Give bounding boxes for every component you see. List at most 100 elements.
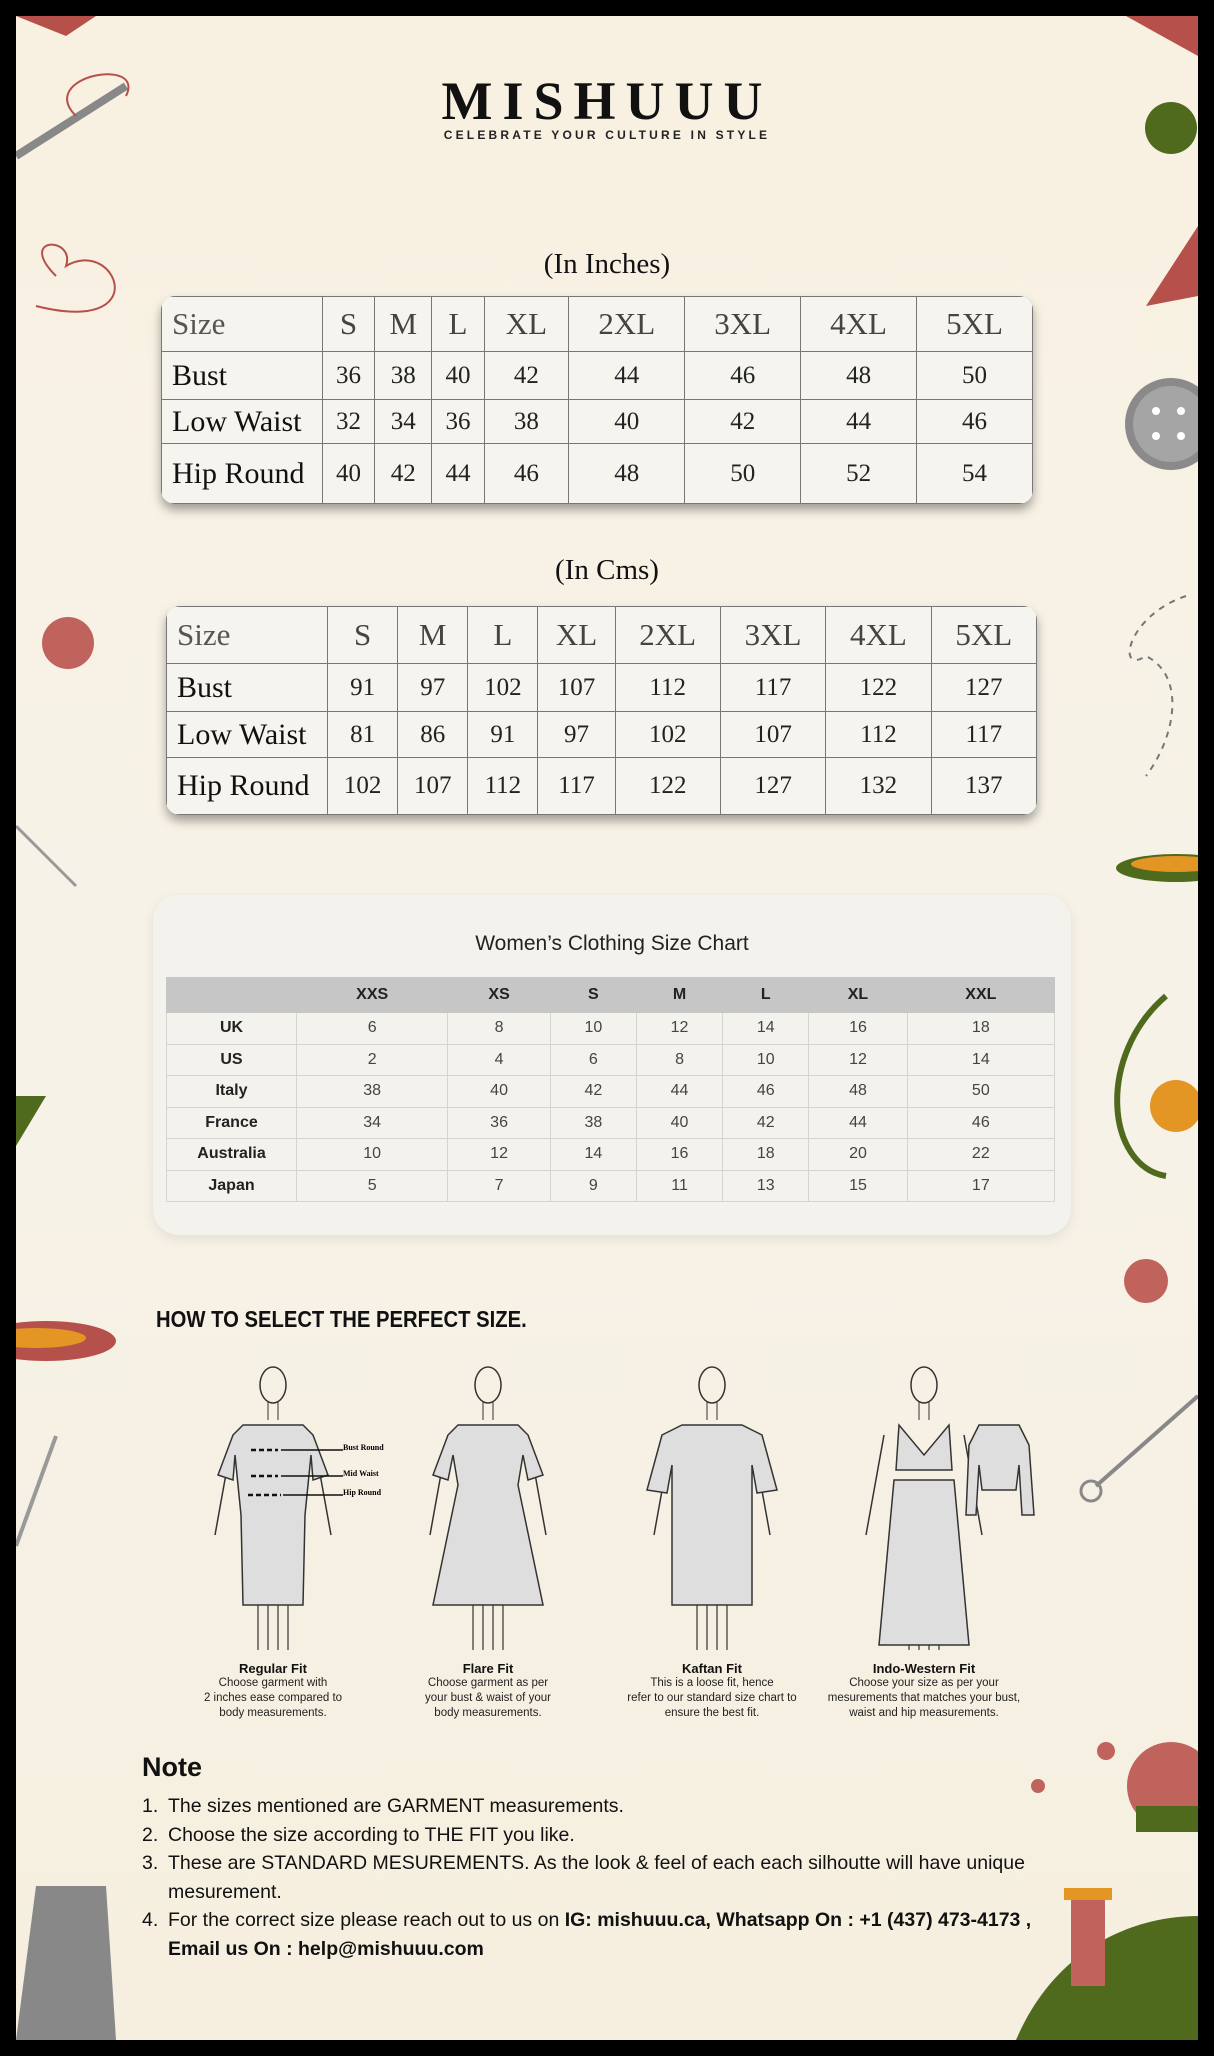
column-header: 4XL xyxy=(825,606,932,664)
note-number: 3. xyxy=(142,1852,159,1874)
column-header: Size xyxy=(166,606,328,664)
column-header: 4XL xyxy=(800,296,918,352)
row-label: Low Waist xyxy=(166,711,328,758)
fit-figure-indo-western-fit: Indo-Western Fit Choose your size as per … xyxy=(804,1360,1044,1721)
table-cell: 40 xyxy=(431,351,485,400)
table-cell: 36 xyxy=(321,351,376,400)
fit-figure-flare-fit: Flare Fit Choose garment as per your bust … xyxy=(368,1360,608,1721)
table-cell: 44 xyxy=(808,1106,908,1139)
table-row: Hip Round 102 107 112 117 122 127 132 137 xyxy=(166,757,1037,815)
column-header: L xyxy=(467,606,539,664)
fit-figure-kaftan-fit: Kaftan Fit This is a loose fit, hence refe… xyxy=(592,1360,832,1721)
table-cell: 117 xyxy=(537,757,616,815)
row-label: Hip Round xyxy=(161,443,323,504)
row-label: France xyxy=(166,1106,297,1139)
column-header: S xyxy=(321,296,376,352)
table-cell: 122 xyxy=(614,757,721,815)
table-cell: 81 xyxy=(326,711,399,758)
table-cell: 46 xyxy=(483,443,570,504)
table-cell: 36 xyxy=(431,399,485,444)
note-item: 3. These are STANDARD MESUREMENTS. As the… xyxy=(142,1849,1042,1906)
note-text-wrap: These are STANDARD MESUREMENTS. As the l… xyxy=(168,1849,1042,1906)
inches-size-table: Size S M L XL 2XL 3XL 4XL 5XL Bust 36 38 40 42 44 46 48 5… xyxy=(161,296,1033,504)
column-header: 2XL xyxy=(614,606,721,664)
note-text: These are STANDARD MESUREMENTS. As the l… xyxy=(168,1852,1025,1903)
column-header: 2XL xyxy=(568,296,686,352)
table-cell: 91 xyxy=(326,663,399,712)
table-cell: 127 xyxy=(719,757,827,815)
table-cell: 6 xyxy=(549,1043,637,1076)
inches-caption: (In Inches) xyxy=(543,248,671,280)
table-cell: 46 xyxy=(722,1075,810,1108)
table-cell: 20 xyxy=(808,1138,908,1171)
table-cell: 22 xyxy=(906,1138,1056,1171)
row-label: Bust xyxy=(161,351,323,400)
table-row: Bust 36 38 40 42 44 46 48 50 xyxy=(161,351,1033,400)
table-row: US 2 4 6 8 10 12 14 xyxy=(166,1043,1056,1076)
table-cell: 8 xyxy=(447,1012,551,1045)
waist-measure-label: Mid Waist xyxy=(343,1469,379,1478)
table-cell: 11 xyxy=(635,1169,724,1202)
fit-description-line: your bust & waist of your xyxy=(425,1692,551,1704)
column-header: 5XL xyxy=(930,606,1037,664)
note-number: 1. xyxy=(142,1795,159,1817)
fit-title: Kaftan Fit xyxy=(682,1661,742,1676)
table-cell: 36 xyxy=(447,1106,551,1139)
table-cell: 18 xyxy=(722,1138,810,1171)
table-cell: 44 xyxy=(800,399,918,444)
cms-caption: (In Cms) xyxy=(555,554,659,586)
table-cell: 122 xyxy=(825,663,932,712)
table-cell: 48 xyxy=(800,351,918,400)
column-header: L xyxy=(431,296,485,352)
table-cell: 12 xyxy=(447,1138,551,1171)
table-cell: 48 xyxy=(808,1075,908,1108)
womens-size-table: XXS XS S M L XL XXL UK 6 8 10 12 14 16 18 US 2 4 6 8 10 12 14 I… xyxy=(166,977,1056,1202)
row-label: US xyxy=(166,1043,297,1076)
table-cell: 32 xyxy=(321,399,376,444)
womens-size-chart-card: Women’s Clothing Size Chart XXS XS S M L XL XX… xyxy=(153,895,1071,1235)
dress-silhouette-icon xyxy=(646,1366,778,1650)
column-header: 3XL xyxy=(719,606,827,664)
table-row: Italy 38 40 42 44 46 48 50 xyxy=(166,1075,1056,1108)
table-row: UK 6 8 10 12 14 16 18 xyxy=(166,1012,1056,1045)
fit-description-line: body measurements. xyxy=(434,1707,542,1719)
note-number: 2. xyxy=(142,1823,159,1846)
table-cell: 46 xyxy=(906,1106,1056,1139)
table-cell: 117 xyxy=(719,663,827,712)
row-label: Australia xyxy=(166,1138,297,1171)
table-cell: 97 xyxy=(397,663,469,712)
table-cell: 42 xyxy=(684,399,802,444)
table-cell: 17 xyxy=(906,1169,1056,1202)
table-cell: 52 xyxy=(800,443,918,504)
row-label: Japan xyxy=(166,1169,297,1202)
fit-description-line: This is a loose fit, hence xyxy=(650,1677,774,1689)
table-cell: 97 xyxy=(537,711,616,758)
note-text: Choose the size according to THE FIT you… xyxy=(168,1823,575,1846)
table-cell: 34 xyxy=(374,399,433,444)
column-header: XS xyxy=(447,977,551,1013)
column-header: XXS xyxy=(295,977,449,1013)
table-cell: 50 xyxy=(906,1075,1056,1108)
table-cell: 13 xyxy=(722,1169,810,1202)
table-cell: 8 xyxy=(635,1043,724,1076)
column-header: 3XL xyxy=(684,296,802,352)
fit-title: Indo-Western Fit xyxy=(872,1661,976,1676)
table-cell: 7 xyxy=(447,1169,551,1202)
fit-description-line: mesurements that matches your bust, xyxy=(827,1692,1021,1704)
fit-description-line: Choose your size as per your xyxy=(849,1677,999,1689)
column-header: Size xyxy=(161,296,323,352)
contact-info[interactable]: IG: mishuuu.ca, Whatsapp On : +1 (437) 4… xyxy=(168,1909,1032,1960)
column-header: M xyxy=(397,606,469,664)
table-cell: 132 xyxy=(825,757,932,815)
note-text: For the correct size please reach out to… xyxy=(168,1909,565,1931)
fit-description-line: waist and hip measurements. xyxy=(849,1707,999,1719)
table-cell: 42 xyxy=(722,1106,810,1139)
row-label: UK xyxy=(166,1012,297,1045)
dress-silhouette-icon xyxy=(214,1366,343,1650)
table-cell: 40 xyxy=(321,443,376,504)
column-header: S xyxy=(326,606,399,664)
brand-tagline: CELEBRATE YOUR CULTURE IN STYLE xyxy=(443,128,771,142)
table-cell: 112 xyxy=(614,663,721,712)
table-cell: 102 xyxy=(614,711,721,758)
table-cell: 10 xyxy=(295,1138,449,1171)
